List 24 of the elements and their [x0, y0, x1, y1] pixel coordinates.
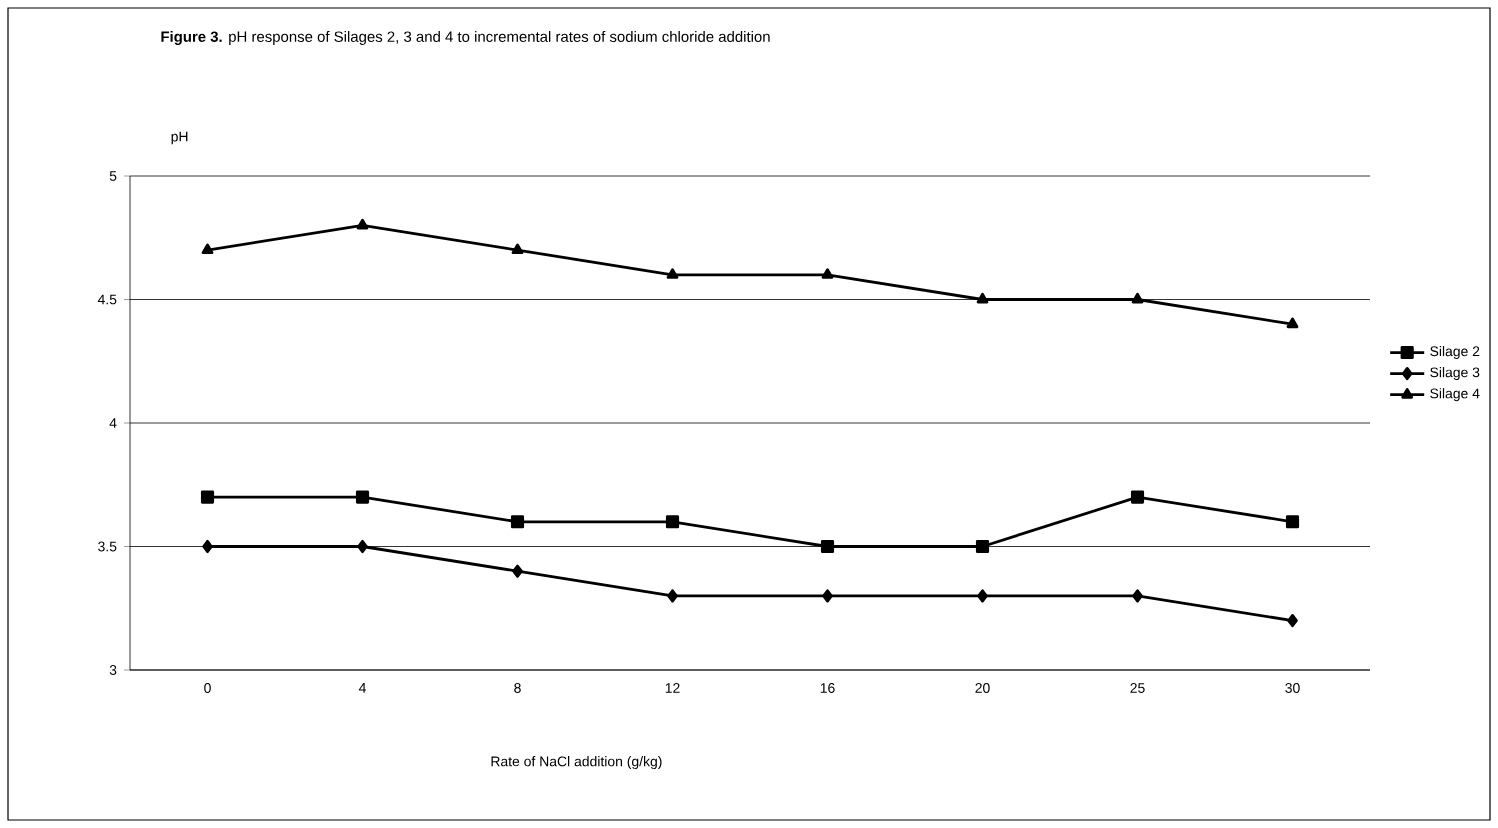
point: [510, 515, 525, 529]
point: [820, 539, 835, 554]
point: [355, 490, 370, 504]
point: [821, 268, 834, 279]
point: [200, 490, 215, 504]
point: [977, 589, 988, 603]
point: [202, 539, 213, 554]
point: [1132, 589, 1143, 603]
point: [667, 589, 678, 603]
point: [975, 539, 990, 554]
point: [1131, 292, 1144, 304]
point: [976, 292, 989, 304]
point: [1285, 515, 1300, 529]
point: [1286, 317, 1299, 329]
point: [356, 218, 369, 230]
point: [511, 243, 524, 255]
point: [357, 539, 368, 554]
point: [512, 564, 523, 578]
point: [1130, 490, 1145, 504]
point: [1287, 614, 1298, 628]
point: [201, 243, 214, 255]
point: [666, 268, 679, 279]
point: [665, 515, 680, 529]
point: [822, 589, 833, 603]
